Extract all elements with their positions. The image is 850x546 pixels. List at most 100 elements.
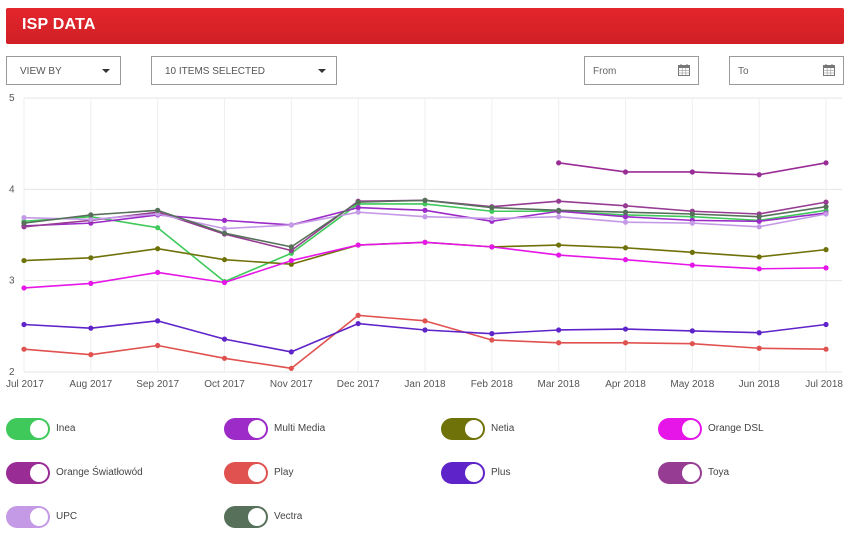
- data-point[interactable]: [155, 211, 161, 217]
- data-point[interactable]: [756, 266, 762, 272]
- data-point[interactable]: [622, 257, 629, 263]
- data-point[interactable]: [288, 247, 294, 254]
- data-point[interactable]: [88, 325, 94, 331]
- data-point[interactable]: [21, 321, 27, 328]
- data-point[interactable]: [823, 321, 829, 328]
- data-point[interactable]: [221, 355, 228, 361]
- toggle-switch[interactable]: [6, 506, 50, 528]
- data-point[interactable]: [622, 214, 629, 220]
- data-point[interactable]: [355, 209, 361, 215]
- data-point[interactable]: [21, 346, 27, 352]
- data-point[interactable]: [221, 217, 228, 223]
- toggle-switch[interactable]: [441, 418, 485, 440]
- data-point[interactable]: [622, 169, 629, 175]
- data-point[interactable]: [823, 211, 829, 217]
- data-point[interactable]: [422, 197, 428, 203]
- calendar-icon[interactable]: [678, 64, 690, 76]
- data-point[interactable]: [355, 199, 361, 205]
- to-date-field[interactable]: [729, 56, 844, 85]
- data-point[interactable]: [88, 280, 94, 287]
- data-point[interactable]: [756, 330, 762, 336]
- data-point[interactable]: [288, 257, 294, 264]
- data-point[interactable]: [556, 214, 562, 220]
- data-point[interactable]: [756, 224, 762, 230]
- data-point[interactable]: [422, 239, 428, 245]
- data-point[interactable]: [88, 255, 94, 261]
- view-by-dropdown[interactable]: VIEW BY: [6, 56, 121, 85]
- data-point[interactable]: [823, 346, 829, 352]
- data-point[interactable]: [155, 207, 161, 213]
- data-point[interactable]: [823, 199, 829, 205]
- data-point[interactable]: [288, 365, 294, 371]
- toggle-switch[interactable]: [224, 418, 268, 440]
- data-point[interactable]: [155, 246, 161, 252]
- data-point[interactable]: [689, 169, 695, 175]
- data-point[interactable]: [422, 318, 428, 324]
- to-date-input[interactable]: [738, 63, 808, 79]
- data-point[interactable]: [622, 326, 629, 332]
- toggle-switch[interactable]: [658, 418, 702, 440]
- data-point[interactable]: [489, 215, 495, 222]
- data-point[interactable]: [756, 254, 762, 260]
- data-point[interactable]: [288, 222, 294, 228]
- toggle-switch[interactable]: [6, 462, 50, 484]
- data-point[interactable]: [622, 340, 629, 346]
- data-point[interactable]: [221, 230, 228, 236]
- data-point[interactable]: [823, 247, 829, 253]
- data-point[interactable]: [622, 219, 629, 225]
- data-point[interactable]: [21, 257, 27, 264]
- data-point[interactable]: [556, 160, 562, 166]
- data-point[interactable]: [355, 312, 361, 318]
- from-date-input[interactable]: [593, 63, 663, 79]
- data-point[interactable]: [489, 331, 495, 337]
- data-point[interactable]: [689, 220, 695, 226]
- data-point[interactable]: [556, 198, 562, 204]
- calendar-icon[interactable]: [823, 64, 835, 76]
- from-date-field[interactable]: [584, 56, 699, 85]
- data-point[interactable]: [355, 320, 361, 327]
- data-point[interactable]: [422, 214, 428, 220]
- data-point[interactable]: [756, 172, 762, 178]
- data-point[interactable]: [221, 226, 228, 232]
- data-point[interactable]: [21, 220, 27, 226]
- data-point[interactable]: [823, 160, 829, 166]
- data-point[interactable]: [88, 212, 94, 218]
- data-point[interactable]: [221, 336, 228, 342]
- data-point[interactable]: [556, 207, 562, 213]
- data-point[interactable]: [422, 207, 428, 213]
- data-point[interactable]: [622, 203, 629, 209]
- data-point[interactable]: [88, 216, 94, 223]
- data-point[interactable]: [689, 328, 695, 334]
- data-point[interactable]: [155, 269, 161, 276]
- data-point[interactable]: [689, 341, 695, 347]
- data-point[interactable]: [355, 205, 361, 211]
- data-point[interactable]: [221, 279, 228, 286]
- data-point[interactable]: [823, 204, 829, 210]
- data-point[interactable]: [288, 261, 294, 267]
- items-selected-dropdown[interactable]: 10 ITEMS SELECTED: [151, 56, 337, 85]
- data-point[interactable]: [823, 265, 829, 271]
- data-point[interactable]: [556, 252, 562, 258]
- data-point[interactable]: [489, 244, 495, 250]
- toggle-switch[interactable]: [224, 462, 268, 484]
- data-point[interactable]: [556, 242, 562, 248]
- data-point[interactable]: [422, 201, 428, 207]
- data-point[interactable]: [155, 225, 161, 231]
- toggle-switch[interactable]: [441, 462, 485, 484]
- data-point[interactable]: [489, 205, 495, 211]
- data-point[interactable]: [21, 224, 27, 230]
- data-point[interactable]: [756, 345, 762, 351]
- data-point[interactable]: [756, 214, 762, 220]
- data-point[interactable]: [288, 349, 294, 355]
- toggle-switch[interactable]: [6, 418, 50, 440]
- data-point[interactable]: [489, 337, 495, 343]
- data-point[interactable]: [689, 211, 695, 217]
- data-point[interactable]: [21, 285, 27, 291]
- data-point[interactable]: [622, 209, 629, 215]
- data-point[interactable]: [556, 340, 562, 346]
- data-point[interactable]: [489, 208, 495, 214]
- data-point[interactable]: [355, 242, 361, 248]
- data-point[interactable]: [422, 327, 428, 333]
- data-point[interactable]: [155, 318, 161, 324]
- toggle-switch[interactable]: [658, 462, 702, 484]
